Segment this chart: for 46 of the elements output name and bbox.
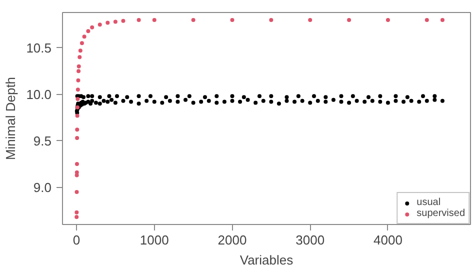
y-tick-label: 9.0 bbox=[33, 180, 52, 195]
y-tick-label: 9.5 bbox=[33, 133, 52, 148]
point bbox=[440, 18, 444, 22]
point bbox=[76, 78, 80, 82]
point bbox=[76, 96, 80, 101]
point bbox=[76, 69, 81, 74]
x-axis-title: Variables bbox=[240, 252, 294, 268]
point bbox=[78, 48, 82, 53]
point bbox=[75, 128, 80, 132]
point bbox=[191, 18, 196, 22]
point bbox=[386, 18, 390, 22]
point bbox=[76, 64, 81, 68]
point bbox=[86, 29, 90, 34]
point bbox=[136, 18, 141, 22]
x-tick-label: 4000 bbox=[374, 232, 402, 248]
point bbox=[74, 162, 79, 166]
point bbox=[152, 18, 156, 22]
point bbox=[76, 88, 80, 92]
point bbox=[74, 190, 79, 194]
point bbox=[121, 18, 126, 23]
y-tick-label: 10.5 bbox=[26, 40, 52, 56]
point bbox=[98, 22, 102, 27]
point bbox=[82, 34, 86, 39]
y-tick-label: 10.0 bbox=[26, 86, 52, 102]
x-tick-label: 0 bbox=[72, 232, 80, 248]
point bbox=[113, 20, 118, 24]
x-tick-label: 3000 bbox=[296, 232, 325, 248]
point bbox=[74, 170, 79, 174]
point bbox=[347, 18, 352, 22]
point bbox=[75, 136, 80, 140]
point bbox=[230, 18, 234, 22]
point bbox=[80, 41, 84, 46]
legend-label: supervised bbox=[416, 208, 465, 219]
point bbox=[90, 25, 94, 30]
x-tick-label: 2000 bbox=[218, 232, 247, 248]
point bbox=[74, 215, 79, 220]
y-axis-title: Minimal Depth bbox=[3, 76, 18, 160]
legend-label: usual bbox=[416, 197, 441, 208]
point bbox=[78, 55, 82, 60]
point bbox=[269, 18, 274, 22]
point bbox=[424, 18, 429, 22]
point bbox=[308, 18, 312, 22]
point bbox=[74, 210, 79, 214]
point bbox=[75, 114, 80, 118]
x-tick-label: 1000 bbox=[140, 232, 169, 248]
point bbox=[106, 20, 110, 25]
